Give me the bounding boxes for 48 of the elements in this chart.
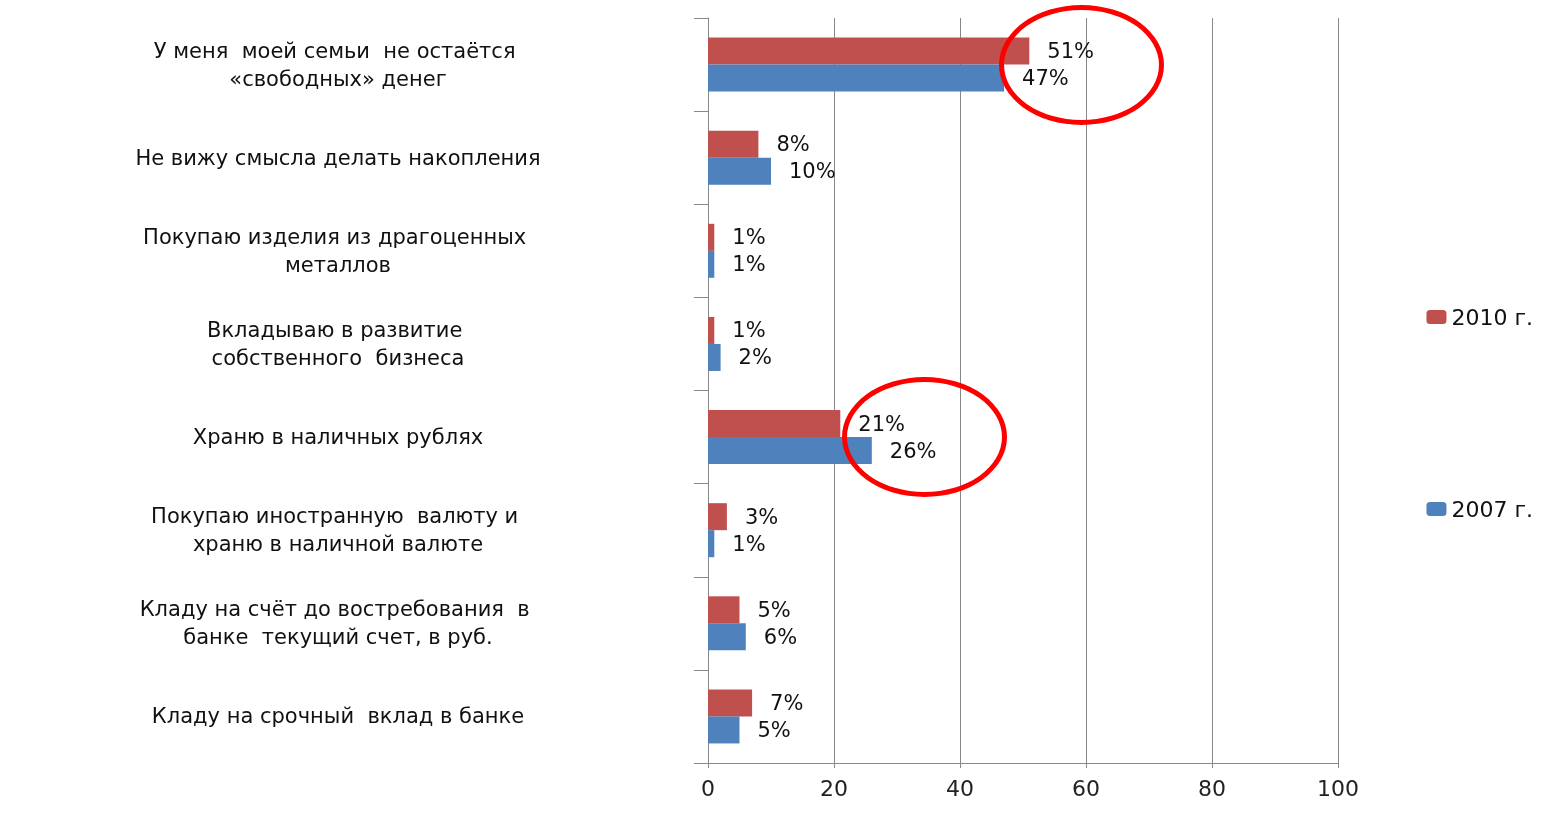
bar <box>708 503 727 531</box>
legend-label: 2010 г. <box>1451 304 1534 330</box>
y-tick-label: У меня моей семьи не остаётся «свободных» денег <box>153 38 523 91</box>
bar <box>708 530 715 558</box>
data-label: 2% <box>738 345 772 370</box>
x-tick-label: 60 <box>1072 775 1100 801</box>
data-label: 26% <box>889 438 937 463</box>
data-label: 1% <box>732 318 766 343</box>
data-label: 8% <box>776 132 810 157</box>
data-label: 5% <box>757 597 791 622</box>
x-tick-label: 80 <box>1198 775 1226 801</box>
y-tick-label: Вкладываю в развитие собственного бизнеса <box>207 317 469 370</box>
x-tick-label: 20 <box>820 775 848 801</box>
bar <box>708 410 841 438</box>
bar <box>708 223 715 251</box>
x-tick-label: 40 <box>946 775 974 801</box>
bar <box>708 64 1005 92</box>
data-label: 51% <box>1047 39 1094 64</box>
bar <box>708 250 715 278</box>
data-label: 1% <box>732 252 766 277</box>
bar <box>708 437 872 465</box>
y-tick-label: Кладу на счёт до востребования в банке текущий счет, в руб. <box>139 597 537 650</box>
data-label: 21% <box>858 411 905 436</box>
y-tick-label: Храню в наличных рублях <box>192 425 484 450</box>
data-label: 1% <box>732 225 766 250</box>
data-label: 47% <box>1022 66 1069 91</box>
y-tick-label: Покупаю изделия из драгоценных металлов <box>143 224 533 277</box>
y-tick-label: Покупаю иностранную валюту и храню в наличной валюте <box>151 504 525 557</box>
data-label: 5% <box>757 717 791 742</box>
bar <box>708 596 740 624</box>
data-label: 6% <box>763 624 798 649</box>
bar <box>708 623 746 651</box>
bar <box>708 316 715 344</box>
bar <box>708 343 721 371</box>
legend-label: 2007 г. <box>1451 496 1534 522</box>
y-tick-label: Кладу на срочный вклад в банке <box>151 704 525 729</box>
bar <box>708 716 740 744</box>
bar <box>708 157 771 185</box>
data-label: 10% <box>789 159 836 184</box>
y-tick-label: Не вижу смысла делать накопления <box>135 145 541 170</box>
x-tick-label: 100 <box>1317 775 1359 801</box>
x-tick-label: 0 <box>701 775 715 801</box>
data-label: 7% <box>770 690 804 715</box>
bar <box>708 689 753 717</box>
bar <box>708 37 1030 65</box>
data-label: 3% <box>744 504 779 529</box>
bar <box>708 130 759 158</box>
data-label: 1% <box>732 531 766 556</box>
